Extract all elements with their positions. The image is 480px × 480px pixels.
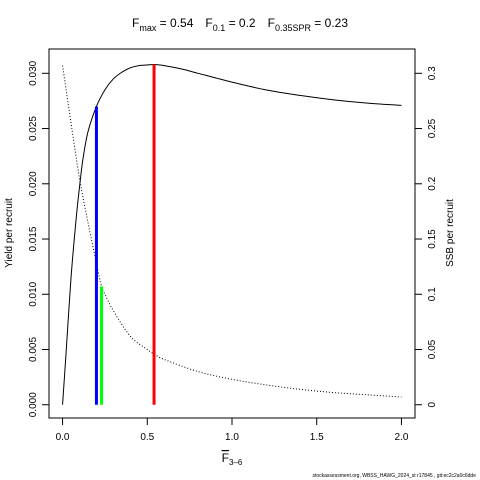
footer-note: stockassessment.org, WBSS_HAWG_2024_st r… [312,473,476,479]
y-left-tick-label: 0.005 [28,337,39,362]
title-symbol: F [268,16,275,30]
y-right-tick-label: 0.15 [427,229,438,249]
x-label-symbol: F [222,451,229,465]
y-axis-label-left: Yield per recruit [4,198,15,268]
axes-layer: 0.0 0.5 1.0 1.5 2.0 0.000 0.005 0.010 0.015 0.020… [28,60,438,443]
title-subscript: 0.1 [213,23,226,33]
title-subscript: max [139,23,157,33]
x-tick-label: 2.0 [394,432,408,443]
y-axis-label-right: SSB per recruit [445,199,456,267]
ssb-per-recruit-line [62,65,402,398]
x-tick-label: 0.0 [56,432,70,443]
y-left-tick-label: 0.015 [28,226,39,251]
y-right-tick-label: 0.05 [427,339,438,359]
y-right-tick-label: 0.1 [427,287,438,301]
series-layer [62,63,402,405]
title-value: = 0.23 [311,16,348,30]
x-tick-label: 1.0 [225,432,239,443]
y-right-tick-label: 0.3 [427,66,438,80]
x-tick-label: 0.5 [140,432,154,443]
y-right-tick-label: 0 [427,402,438,408]
title-subscript: 0.35SPR [275,23,312,33]
y-right-tick-label: 0.25 [427,118,438,138]
title-value: = 0.54 [156,16,193,30]
y-left-tick-label: 0.020 [28,171,39,196]
x-tick-label: 1.5 [310,432,324,443]
y-left-tick-label: 0.025 [28,116,39,141]
title-value: = 0.2 [225,16,256,30]
x-label-subscript: 3–6 [229,458,243,467]
y-left-tick-label: 0.000 [28,392,39,417]
y-left-tick-label: 0.030 [28,60,39,85]
y-left-tick-label: 0.010 [28,281,39,306]
title-symbol: F [205,16,212,30]
chart-title: Fmax = 0.54 F0.1 = 0.2 F0.35SPR = 0.23 [132,16,348,33]
x-axis-label: F3–6 [222,451,243,467]
yield-per-recruit-line [62,63,402,405]
title-symbol: F [132,16,139,30]
y-right-tick-label: 0.2 [427,176,438,190]
